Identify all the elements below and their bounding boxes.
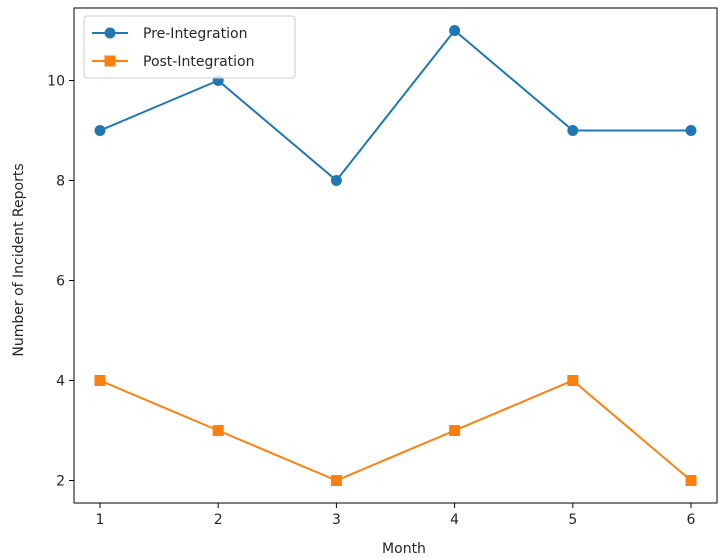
data-point (449, 425, 461, 436)
x-axis-label: Month (382, 541, 426, 557)
data-point (94, 375, 106, 386)
y-tick-label: 10 (47, 74, 65, 90)
data-point (94, 125, 106, 136)
series-line-1 (99, 29, 691, 182)
y-tick-label: 4 (56, 374, 65, 390)
legend-marker-1 (104, 27, 116, 39)
legend-label-2: Post-Integration (143, 54, 255, 70)
series-line-2 (99, 379, 692, 482)
x-tick-label: 1 (96, 512, 105, 528)
legend-box (83, 15, 296, 79)
legend: Pre-Integration Post-Integration (83, 15, 296, 79)
legend-marker-2 (104, 55, 116, 67)
data-point (567, 125, 579, 136)
y-tick-label: 2 (56, 474, 65, 490)
plot-frame (73, 7, 718, 504)
y-axis-label: Number of Incident Reports (11, 163, 27, 356)
data-point (330, 475, 342, 486)
data-point (685, 125, 697, 136)
plot-layer (94, 25, 697, 486)
x-tick-label: 2 (214, 512, 223, 528)
y-tick-label: 6 (56, 274, 65, 290)
axes-layer: 1 2 3 4 5 6 2 4 6 8 10 (47, 7, 718, 528)
legend-label-1: Pre-Integration (143, 26, 247, 42)
data-point (212, 425, 224, 436)
x-tick-label: 5 (568, 512, 577, 528)
x-tick-label: 4 (450, 512, 459, 528)
data-point (449, 25, 461, 36)
data-point (685, 475, 697, 486)
x-tick-label: 6 (687, 512, 696, 528)
data-point (567, 375, 579, 386)
x-tick-label: 3 (332, 512, 341, 528)
data-point (330, 175, 342, 186)
y-tick-label: 8 (56, 174, 65, 190)
